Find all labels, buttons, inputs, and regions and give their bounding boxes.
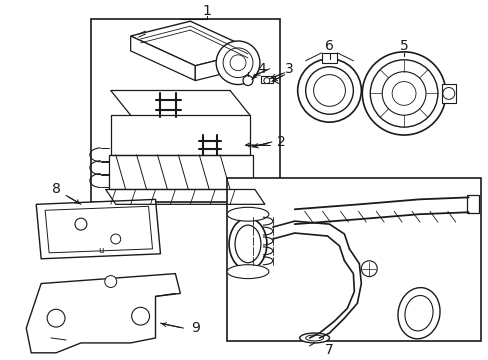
Circle shape <box>75 218 87 230</box>
Text: 9: 9 <box>190 321 199 335</box>
Bar <box>261 76 272 82</box>
Circle shape <box>230 55 245 71</box>
Circle shape <box>369 60 437 127</box>
Circle shape <box>264 78 269 84</box>
Polygon shape <box>45 206 152 253</box>
Polygon shape <box>195 51 254 81</box>
Text: 4: 4 <box>257 62 266 76</box>
Text: 6: 6 <box>325 39 333 53</box>
Text: 8: 8 <box>52 183 61 197</box>
Circle shape <box>47 309 65 327</box>
Circle shape <box>313 75 345 106</box>
Circle shape <box>297 59 361 122</box>
Circle shape <box>361 261 376 276</box>
Polygon shape <box>130 36 195 81</box>
Bar <box>466 195 478 213</box>
Circle shape <box>442 87 454 99</box>
Bar <box>108 155 252 189</box>
Bar <box>226 177 480 341</box>
Ellipse shape <box>299 333 329 343</box>
Ellipse shape <box>226 207 268 221</box>
Ellipse shape <box>228 218 266 270</box>
Bar <box>91 19 279 202</box>
Circle shape <box>131 307 149 325</box>
Circle shape <box>362 52 445 135</box>
Circle shape <box>104 276 117 288</box>
Circle shape <box>216 41 260 85</box>
Text: 7: 7 <box>325 343 333 357</box>
Circle shape <box>305 67 353 114</box>
Ellipse shape <box>226 265 268 279</box>
Ellipse shape <box>397 288 439 339</box>
Polygon shape <box>26 274 180 353</box>
Circle shape <box>111 234 121 244</box>
Polygon shape <box>130 21 254 66</box>
Bar <box>321 53 337 63</box>
Text: 5: 5 <box>399 39 407 53</box>
Ellipse shape <box>404 296 432 331</box>
Ellipse shape <box>235 225 261 263</box>
Circle shape <box>243 76 252 86</box>
Text: u: u <box>98 246 103 255</box>
Polygon shape <box>36 199 160 259</box>
Circle shape <box>382 72 425 115</box>
Bar <box>441 84 455 103</box>
Text: 1: 1 <box>203 4 211 18</box>
Text: 2: 2 <box>277 135 285 149</box>
Circle shape <box>391 82 415 105</box>
Text: 3: 3 <box>285 62 293 76</box>
Circle shape <box>223 48 252 78</box>
Ellipse shape <box>305 335 323 341</box>
